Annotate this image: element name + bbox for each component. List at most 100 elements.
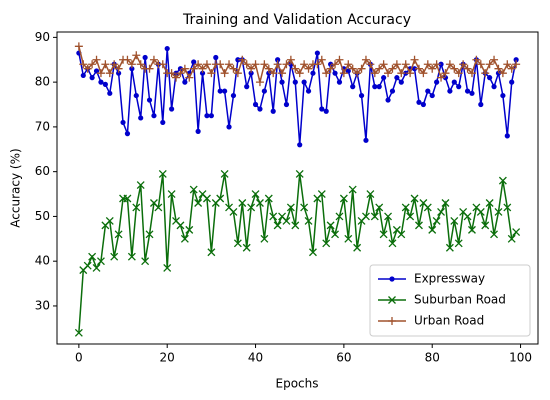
marker [132, 51, 141, 60]
marker [416, 99, 422, 105]
marker [207, 69, 216, 78]
marker [362, 212, 370, 221]
marker [102, 81, 108, 87]
marker [447, 88, 453, 94]
marker [158, 60, 167, 69]
marker [291, 221, 300, 230]
marker [127, 60, 136, 69]
marker [199, 70, 206, 76]
marker [283, 101, 290, 108]
marker [295, 69, 304, 78]
marker [273, 221, 282, 230]
series-line [78, 46, 517, 83]
marker [358, 92, 365, 99]
marker [164, 45, 170, 52]
marker [401, 60, 410, 69]
marker [74, 42, 83, 51]
marker [353, 69, 362, 78]
marker [185, 225, 194, 234]
marker [151, 113, 157, 119]
marker [317, 55, 326, 64]
marker [357, 64, 366, 73]
marker [419, 69, 428, 78]
y-tick-label: 80 [35, 75, 50, 89]
marker [494, 64, 503, 73]
marker [269, 69, 278, 78]
x-tick-label: 20 [160, 351, 175, 365]
marker [270, 108, 276, 114]
marker [222, 88, 228, 94]
marker [481, 221, 490, 230]
marker [326, 64, 335, 73]
marker [202, 194, 211, 203]
marker [286, 55, 295, 64]
marker [301, 79, 307, 85]
marker [88, 252, 97, 261]
marker [74, 328, 83, 337]
marker [261, 88, 267, 94]
marker [468, 225, 476, 234]
marker [83, 64, 92, 73]
marker [225, 60, 234, 69]
marker [381, 75, 387, 81]
x-tick-label: 100 [509, 351, 532, 365]
marker [326, 221, 335, 230]
marker [388, 239, 397, 248]
marker [459, 60, 468, 69]
marker [406, 69, 415, 78]
marker [432, 60, 441, 69]
marker [257, 106, 263, 112]
plot-frame [56, 31, 539, 345]
marker [450, 64, 459, 73]
marker [507, 64, 516, 73]
marker [191, 59, 197, 65]
marker [229, 207, 238, 216]
x-tick-label: 40 [248, 351, 263, 365]
marker [376, 84, 382, 90]
marker [366, 190, 375, 199]
marker [500, 92, 506, 99]
marker [411, 66, 418, 72]
marker [96, 69, 105, 78]
marker [438, 61, 444, 67]
marker [207, 248, 216, 257]
marker [80, 72, 86, 79]
marker [348, 185, 357, 194]
marker [105, 69, 114, 78]
marker [146, 97, 153, 103]
marker [96, 257, 105, 266]
marker [182, 79, 188, 85]
marker [110, 60, 119, 69]
marker [142, 54, 148, 61]
marker [361, 55, 370, 64]
marker [173, 70, 179, 76]
marker [454, 69, 463, 78]
marker [503, 60, 512, 69]
marker [269, 212, 278, 221]
marker [92, 263, 101, 272]
marker [101, 60, 110, 69]
marker [79, 60, 88, 69]
marker [481, 69, 490, 78]
marker [384, 212, 393, 221]
marker [339, 69, 348, 78]
marker [490, 230, 499, 239]
marker [410, 55, 419, 64]
marker [138, 115, 144, 121]
marker [304, 64, 313, 73]
series [74, 42, 521, 87]
marker [297, 142, 303, 148]
marker [255, 78, 264, 87]
marker [372, 84, 378, 90]
marker [163, 263, 172, 272]
marker [314, 50, 320, 56]
marker [195, 128, 201, 134]
marker [286, 203, 295, 212]
marker [92, 55, 101, 64]
marker [226, 124, 232, 130]
marker [445, 60, 454, 69]
marker [255, 199, 264, 207]
marker [491, 84, 497, 90]
x-tick-label: 80 [425, 351, 440, 365]
